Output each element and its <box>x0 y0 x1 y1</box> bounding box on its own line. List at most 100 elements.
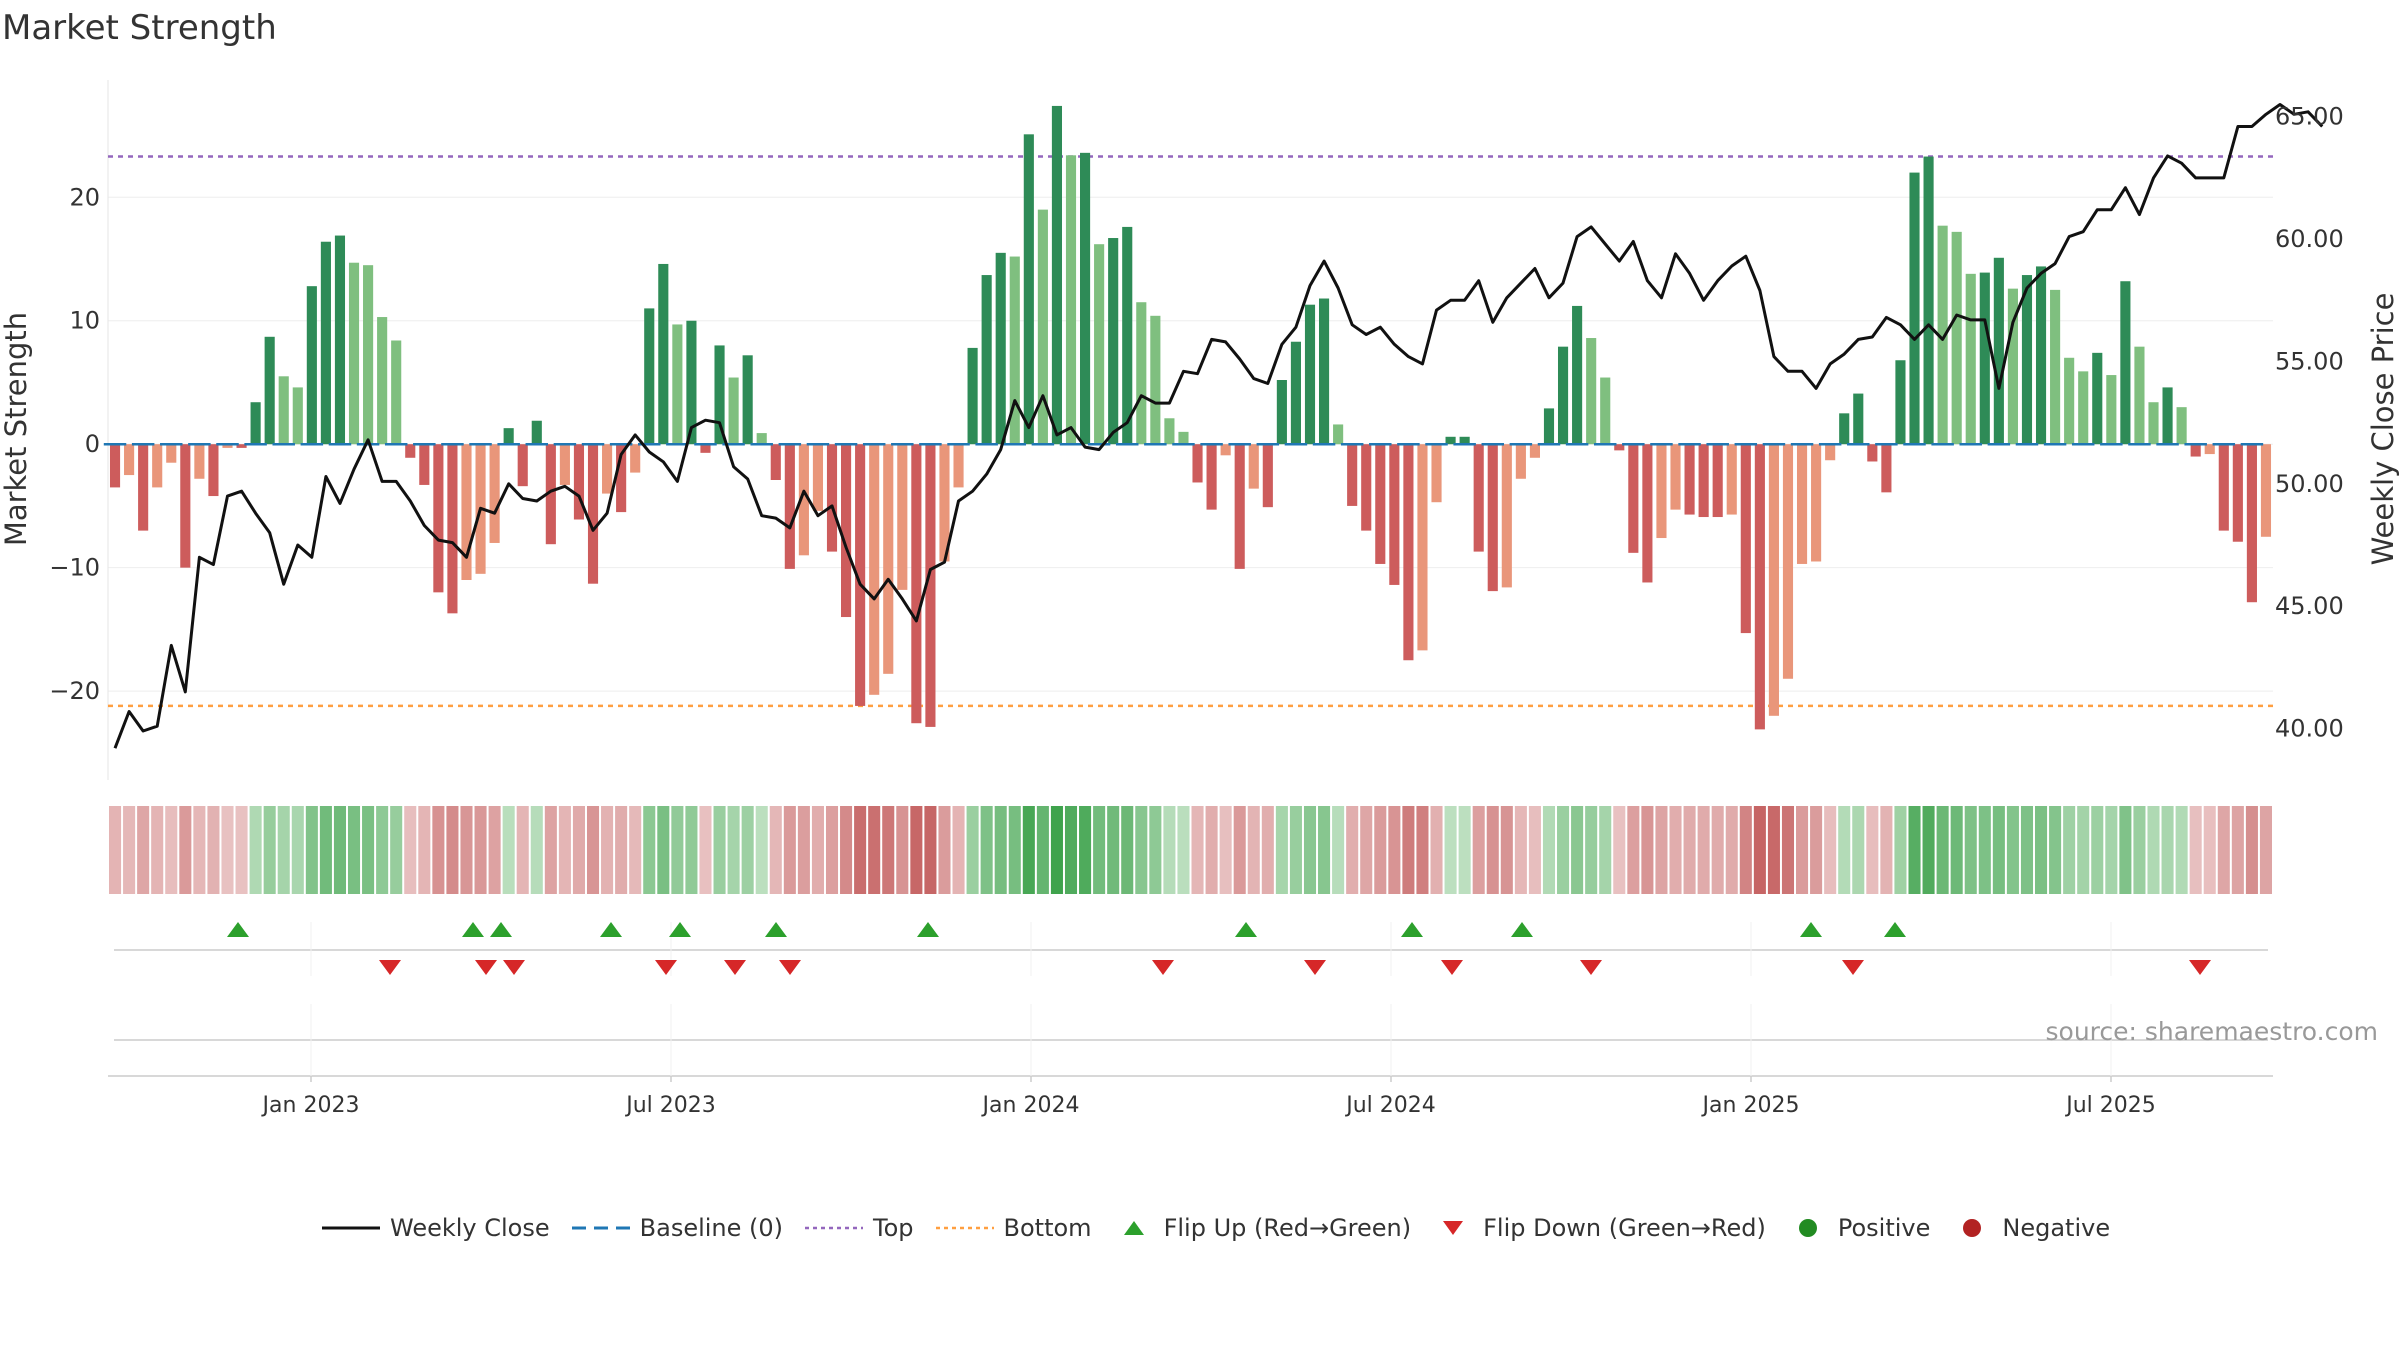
heat-cell <box>277 806 290 894</box>
heat-cell <box>994 806 1007 894</box>
strength-bar <box>1740 444 1751 634</box>
legend-flip-down[interactable]: Flip Down (Green→Red) <box>1433 1214 1766 1242</box>
strength-bar <box>2064 357 2075 445</box>
heat-cell <box>418 806 431 894</box>
strength-bar <box>1206 444 1217 510</box>
heat-cell <box>249 806 262 894</box>
strength-bar <box>1333 424 1344 445</box>
heat-cell <box>938 806 951 894</box>
heat-cell <box>1374 806 1387 894</box>
heat-cell <box>966 806 979 894</box>
heat-cell <box>1950 806 1963 894</box>
strength-bar <box>1839 413 1850 445</box>
strength-bar <box>1065 155 1077 445</box>
heat-cell <box>727 806 740 894</box>
flip-up-marker <box>765 922 787 937</box>
strength-bar <box>756 433 767 445</box>
strength-bar <box>1586 338 1597 445</box>
strength-bar <box>222 444 233 448</box>
heat-cell <box>2006 806 2019 894</box>
strength-bar <box>1895 360 1906 445</box>
heat-cell <box>896 806 909 894</box>
strength-bar <box>1600 377 1611 445</box>
strength-bar <box>1909 172 1920 445</box>
strength-bar <box>2204 444 2215 455</box>
heat-cell <box>1303 806 1317 894</box>
heat-cell <box>2049 806 2062 894</box>
flip-down-marker <box>1152 960 1174 975</box>
source-credit: source: sharemaestro.com <box>2046 1017 2379 1046</box>
strength-bar <box>306 286 317 445</box>
strength-bar <box>981 275 992 445</box>
y-left-tick-label: −20 <box>49 677 100 705</box>
heat-cell <box>165 806 178 894</box>
y-left-tick-label: −10 <box>49 554 100 582</box>
strength-bar <box>1389 444 1400 585</box>
heat-cell <box>699 806 712 894</box>
strength-bar <box>812 444 824 511</box>
heat-cell <box>1571 806 1584 894</box>
heat-cell <box>319 806 332 894</box>
heat-cell <box>1810 806 1823 894</box>
flip-up-marker <box>490 922 512 937</box>
y-left-tick-label: 0 <box>85 430 100 458</box>
heat-cell <box>840 806 853 894</box>
legend-top[interactable]: Top <box>805 1214 914 1242</box>
heat-cell <box>1725 806 1738 894</box>
strength-bar <box>1459 436 1470 445</box>
strength-bar <box>1754 444 1765 730</box>
strength-bar <box>2260 444 2272 537</box>
heat-cell <box>882 806 895 894</box>
strength-bar <box>2050 289 2061 445</box>
strength-bar <box>1881 444 1892 493</box>
strength-bar <box>728 377 739 445</box>
heat-cell <box>2231 806 2244 894</box>
legend-bottom[interactable]: Bottom <box>935 1214 1092 1242</box>
dotted-line-icon <box>935 1226 994 1230</box>
dashed-line-icon <box>571 1226 630 1230</box>
strength-bar <box>1178 431 1189 445</box>
heat-cell <box>558 806 571 894</box>
strength-bar <box>545 444 556 545</box>
heat-cell <box>544 806 557 894</box>
circle-icon <box>1798 1219 1817 1237</box>
legend-negative[interactable]: Negative <box>1952 1214 2110 1242</box>
strength-bar <box>2218 444 2229 531</box>
heat-cell <box>615 806 628 894</box>
heat-cell <box>1219 806 1232 894</box>
strength-bar <box>1684 444 1695 515</box>
heat-cell <box>1430 806 1443 894</box>
gridlines <box>107 80 2273 780</box>
strength-bar <box>2021 275 2033 445</box>
chart-title: Market Strength <box>2 8 277 48</box>
heat-cell <box>572 806 585 894</box>
heat-cell <box>1289 806 1302 894</box>
strength-bar <box>826 444 838 552</box>
heat-cell <box>1936 806 1949 894</box>
y-left-tick-label: 20 <box>69 183 100 211</box>
legend-positive[interactable]: Positive <box>1788 1214 1930 1242</box>
reference-lines <box>108 155 2273 708</box>
legend-baseline[interactable]: Baseline (0) <box>571 1214 783 1242</box>
strength-bar <box>1951 231 1962 445</box>
legend-flip-up[interactable]: Flip Up (Red→Green) <box>1114 1214 1411 1242</box>
strength-bar <box>2190 444 2201 457</box>
strength-bar <box>194 444 205 479</box>
heat-cell <box>1388 806 1401 894</box>
strength-bar <box>1023 134 1034 445</box>
strength-bar <box>2092 352 2103 445</box>
legend-weekly-close[interactable]: Weekly Close <box>322 1214 550 1242</box>
strength-bar <box>1487 444 1498 592</box>
heat-cell <box>1683 806 1696 894</box>
heat-cell <box>1585 806 1598 894</box>
strength-bar <box>320 241 331 445</box>
heat-cell <box>671 806 684 894</box>
heat-cell <box>1978 806 1991 894</box>
strength-bar <box>531 420 542 445</box>
strength-bar <box>1192 444 1203 483</box>
heat-cell <box>1233 806 1246 894</box>
heat-cell <box>1416 806 1429 894</box>
right-axis-title: Weekly Close Price <box>2366 293 2400 566</box>
strength-bar <box>784 444 795 569</box>
x-tick-label: Jan 2023 <box>261 1093 360 1118</box>
